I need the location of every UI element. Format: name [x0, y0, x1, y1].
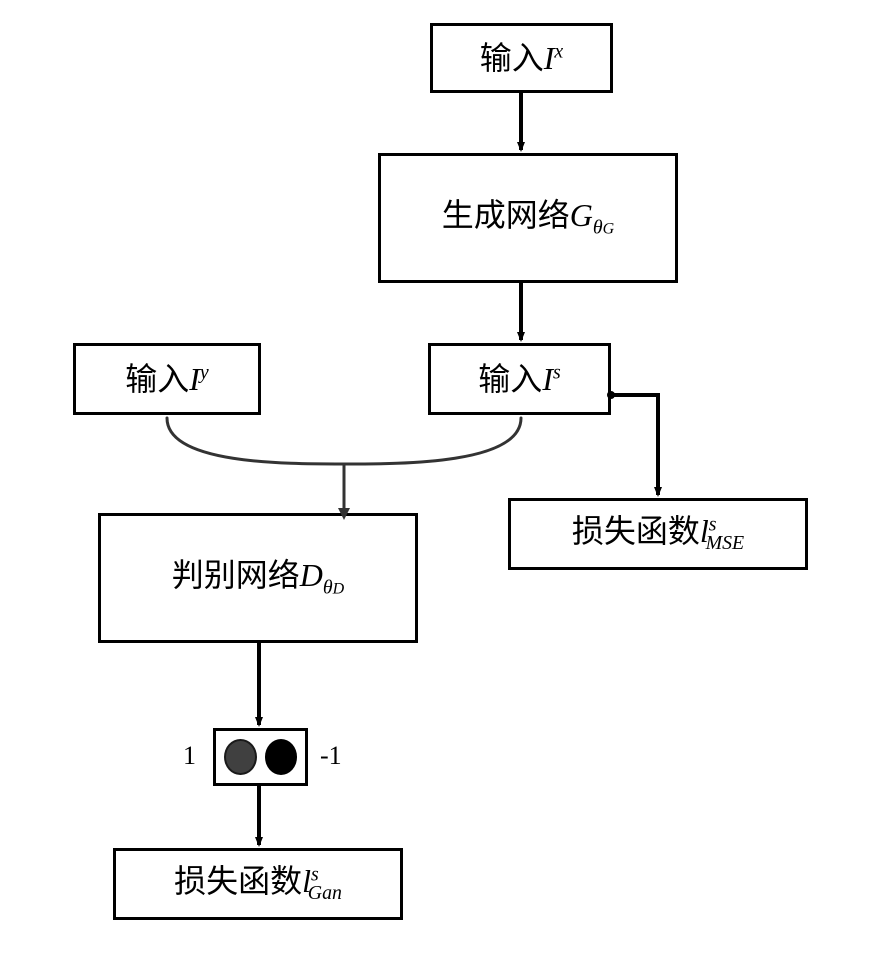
node-loss-mse: 损失函数lsMSE [508, 498, 808, 570]
indicator-dot-right [265, 739, 297, 775]
node-sub: θ [593, 216, 603, 238]
node-loss-gan: 损失函数lsGan [113, 848, 403, 920]
node-label-prefix: 生成网络 [442, 197, 570, 233]
node-label-prefix: 输入 [480, 40, 544, 76]
node-sub: θ [323, 576, 333, 598]
node-sub: Gan [308, 882, 342, 904]
node-subsub: G [603, 220, 615, 237]
node-input-y: 输入Iy [73, 343, 261, 415]
node-var: I [542, 361, 553, 397]
node-var: I [544, 40, 555, 76]
node-label-prefix: 输入 [478, 361, 542, 397]
node-discriminator: 判别网络DθD [98, 513, 418, 643]
indicator-dot-left [224, 739, 257, 775]
connector-overlay [0, 0, 896, 971]
binary-label-left: 1 [183, 741, 196, 771]
node-input-s: 输入Is [428, 343, 611, 415]
binary-indicator-box [213, 728, 308, 786]
gan-flowchart-diagram: 输入Ix 生成网络GθG 输入Iy 输入Is 损失函数lsMSE 判别网络DθD… [0, 0, 896, 971]
node-subsub: D [333, 580, 345, 597]
node-var: D [300, 557, 323, 593]
node-super: s [553, 361, 561, 383]
node-label-prefix: 输入 [125, 361, 189, 397]
node-sub: MSE [706, 532, 745, 554]
node-var: G [570, 197, 593, 233]
binary-label-right: -1 [320, 741, 342, 771]
node-var: I [189, 361, 200, 397]
node-label-prefix: 判别网络 [172, 557, 300, 593]
node-super: y [200, 361, 209, 383]
node-label-prefix: 损失函数 [572, 513, 700, 549]
node-input-x: 输入Ix [430, 23, 613, 93]
node-super: x [554, 40, 563, 62]
node-generator: 生成网络GθG [378, 153, 678, 283]
node-label-prefix: 损失函数 [174, 863, 302, 899]
